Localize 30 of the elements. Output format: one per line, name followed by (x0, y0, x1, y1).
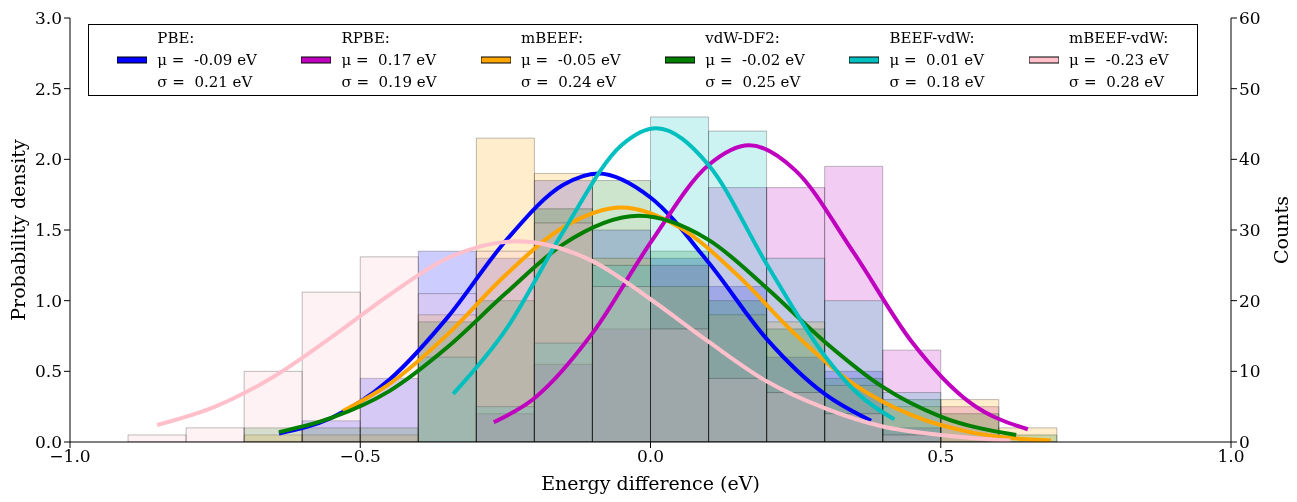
y2-axis-title: Counts (1269, 196, 1292, 264)
legend-label: BEEF-vdW: μ = 0.01 eV σ = 0.18 eV (889, 28, 985, 93)
y2-tick-label: 30 (1239, 220, 1261, 241)
legend-label: RPBE: μ = 0.17 eV σ = 0.19 eV (341, 28, 437, 93)
y-tick-label: 2.0 (34, 149, 62, 170)
y-tick-label: 1.5 (34, 220, 62, 241)
legend-label: PBE: μ = -0.09 eV σ = 0.21 eV (157, 28, 257, 93)
y-tick-label: 1.0 (34, 290, 62, 311)
y2-tick-label: 40 (1239, 149, 1261, 170)
y-axis-title: Probability density (6, 139, 29, 321)
line-series (276, 213, 1019, 437)
y2-tick-label: 10 (1239, 361, 1261, 382)
line-series (491, 143, 1030, 432)
x-tick-label: −0.5 (339, 446, 381, 467)
legend-label: mBEEF: μ = -0.05 eV σ = 0.24 eV (521, 28, 621, 93)
line-series (451, 126, 897, 422)
y2-tick-label: 60 (1239, 8, 1261, 29)
x-axis-title: Energy difference (eV) (541, 472, 760, 494)
legend-label: vdW-DF2: μ = -0.02 eV σ = 0.25 eV (705, 28, 805, 93)
x-tick-label: 0.0 (636, 446, 665, 467)
legend-label: mBEEF-vdW: μ = -0.23 eV σ = 0.28 eV (1069, 28, 1169, 93)
line-series (340, 205, 1054, 442)
y2-tick-label: 20 (1239, 290, 1261, 311)
line-series (155, 239, 1013, 442)
x-tick-label: 0.5 (927, 446, 955, 467)
y-tick-label: 0.0 (34, 432, 62, 453)
y2-tick-label: 50 (1239, 78, 1261, 99)
y-tick-label: 2.5 (34, 78, 62, 99)
y-tick-label: 0.5 (34, 361, 62, 382)
y-tick-label: 3.0 (34, 8, 62, 29)
